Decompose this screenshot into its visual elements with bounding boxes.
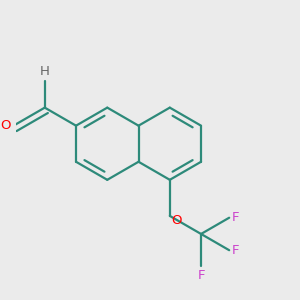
Text: F: F: [232, 244, 239, 257]
Text: H: H: [40, 65, 50, 78]
Text: O: O: [1, 119, 11, 132]
Text: F: F: [197, 269, 205, 282]
Text: F: F: [232, 211, 239, 224]
Text: O: O: [171, 214, 181, 227]
